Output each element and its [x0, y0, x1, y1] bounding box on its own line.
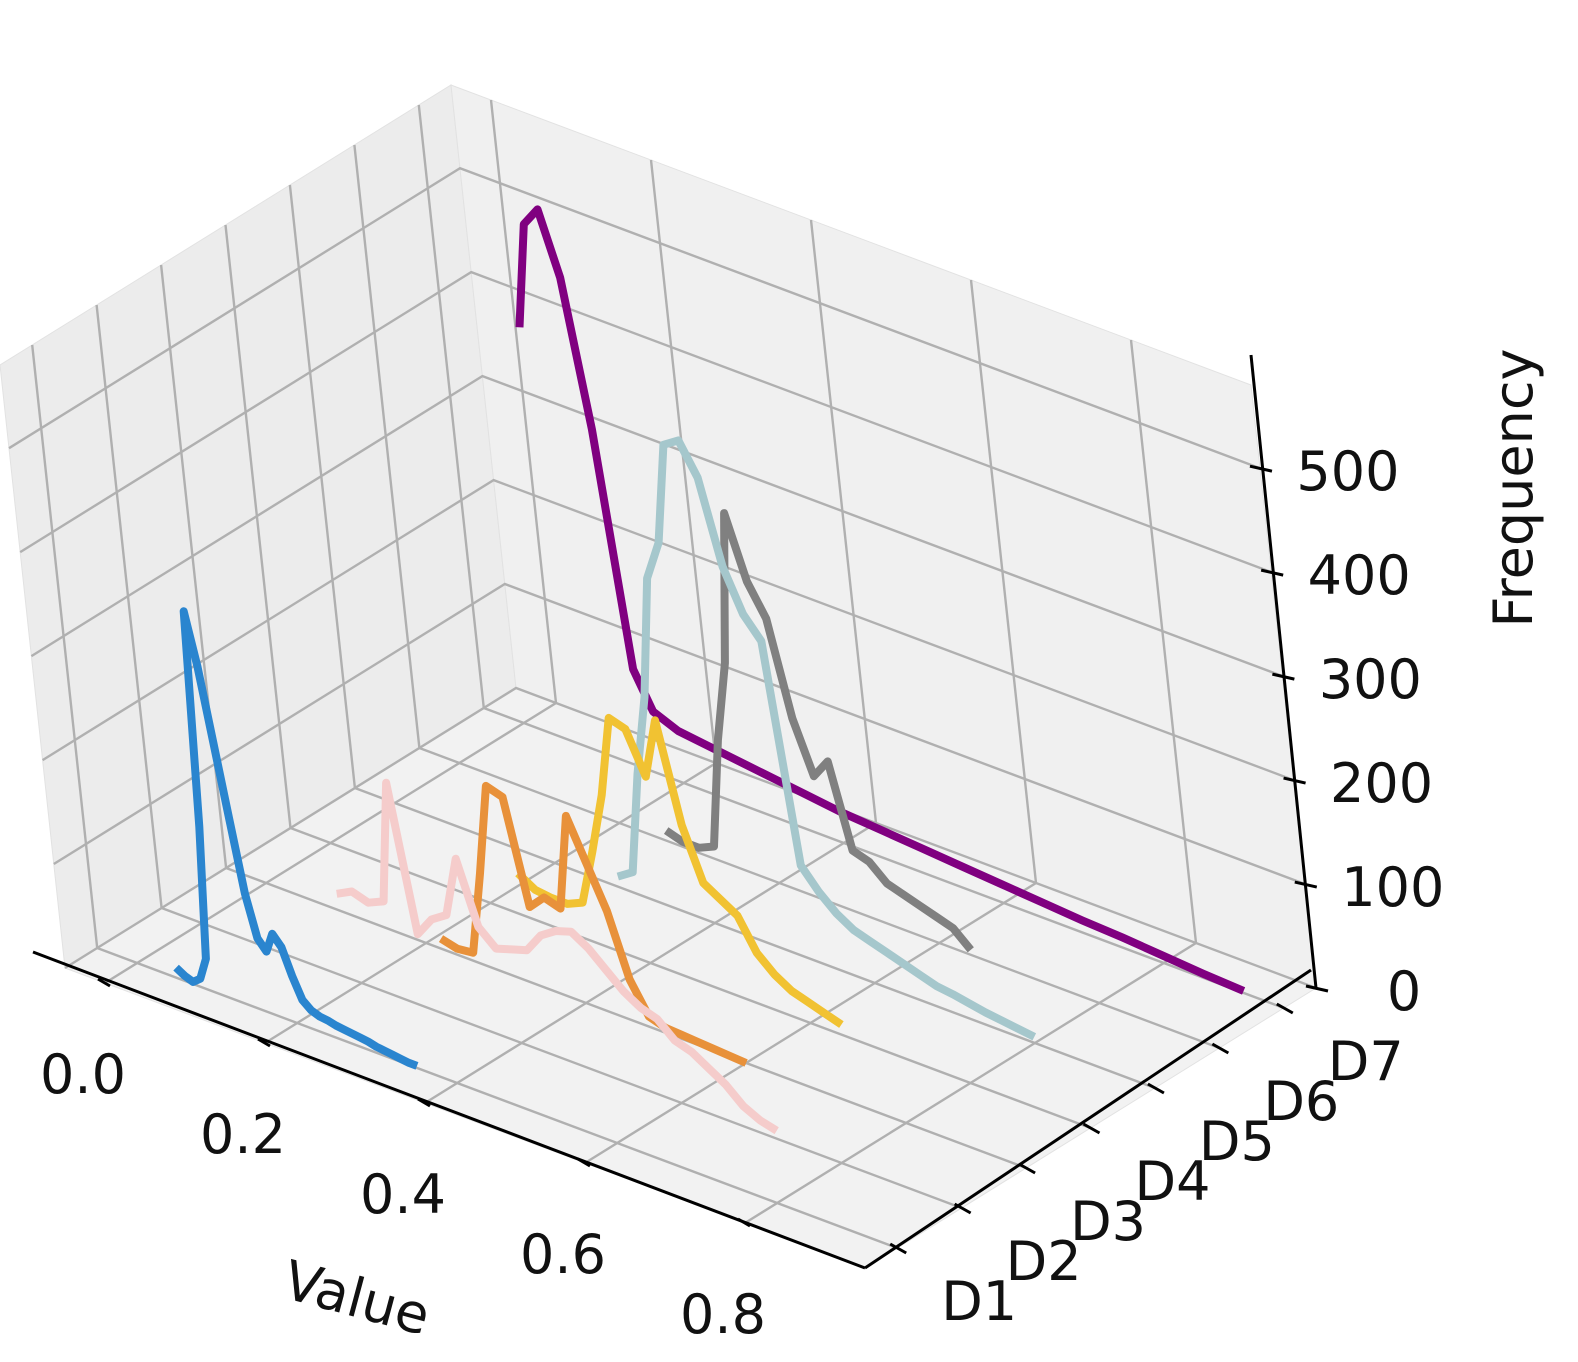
x-axis-label: Value	[277, 1249, 437, 1348]
grid-lines	[8, 99, 1317, 1250]
x-tick-label: 0.2	[200, 1103, 286, 1166]
y-tick-label: D7	[1328, 1030, 1404, 1093]
y-tick-label: D2	[1006, 1230, 1082, 1293]
z-grid-line	[30, 374, 1283, 678]
z-grid-line	[53, 582, 1306, 886]
series-line-d4	[515, 713, 844, 1028]
x-tick-label: 0.6	[520, 1223, 606, 1286]
z-tick	[1249, 464, 1273, 473]
z-tick-label: 300	[1319, 648, 1422, 711]
y-tick	[1082, 1122, 1101, 1135]
axis-lines	[32, 354, 1329, 1270]
y-axis-line	[864, 968, 1312, 1270]
z-grid-line	[19, 270, 1272, 574]
series-line-d5	[616, 436, 1037, 1041]
series-line-d3	[438, 781, 748, 1067]
z-grid-line	[8, 166, 1261, 470]
z-axis-line	[1249, 354, 1318, 989]
y-tick	[1147, 1082, 1165, 1095]
z-tick	[1305, 984, 1329, 993]
z-tick	[1272, 672, 1295, 681]
y-tick	[953, 1202, 972, 1215]
x-tick-label: 0.0	[40, 1043, 126, 1106]
x-tick	[97, 977, 111, 988]
z-tick	[1294, 880, 1318, 889]
z-tick-label: 500	[1296, 440, 1399, 503]
x-tick	[737, 1217, 751, 1228]
series-line-d1	[173, 607, 419, 1070]
z-axis-label: Frequency	[1482, 349, 1545, 628]
x-tick	[257, 1037, 271, 1048]
z-tick	[1260, 568, 1284, 577]
x-tick	[417, 1097, 431, 1108]
y-tick-label: D1	[941, 1270, 1017, 1333]
y-tick	[1018, 1162, 1036, 1175]
y-tick-label: D4	[1135, 1150, 1211, 1213]
z-tick-label: 100	[1341, 856, 1444, 919]
x-tick-label: 0.4	[360, 1163, 446, 1226]
series-line-d2	[336, 778, 779, 1135]
x-tick-label: 0.8	[680, 1283, 766, 1346]
z-tick-label: 400	[1308, 544, 1411, 607]
y-tick-label: D6	[1263, 1070, 1339, 1133]
series-line-d7	[515, 205, 1246, 995]
y-tick	[1211, 1042, 1230, 1055]
z-tick-label: 200	[1330, 752, 1433, 815]
z-tick	[1283, 776, 1306, 785]
series-line-d6	[663, 509, 974, 953]
y-tick-label: D3	[1070, 1190, 1146, 1253]
series-lines	[173, 205, 1246, 1135]
z-tick-label: 0	[1387, 960, 1421, 1023]
x-tick	[577, 1157, 591, 1168]
z-grid-line	[64, 686, 1317, 990]
y-tick-label: D5	[1199, 1110, 1275, 1173]
y-tick	[889, 1242, 907, 1255]
y-tick	[1276, 1002, 1294, 1015]
z-grid-line	[41, 478, 1295, 782]
x-axis-line	[32, 950, 866, 1270]
